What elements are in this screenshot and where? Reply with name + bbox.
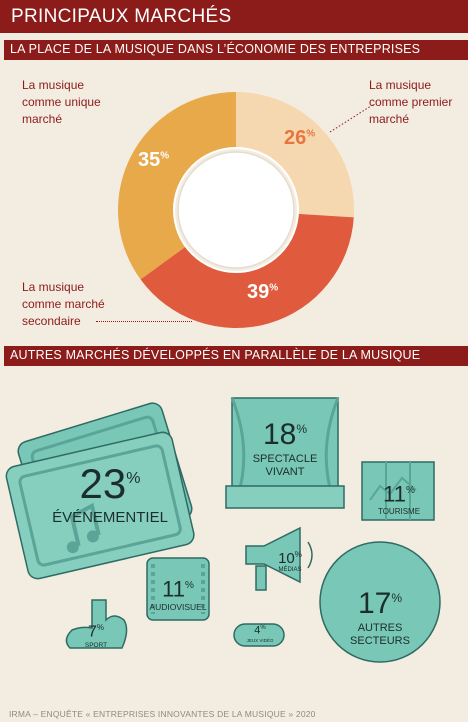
footer-source: IRMA – ENQUÊTE « ENTREPRISES INNOVANTES … (9, 709, 316, 719)
slice-value-35: 35% (138, 149, 170, 171)
markets-icons (5, 397, 441, 663)
market-sport: 7% SPORT (84, 623, 108, 650)
megaphone-icon (245, 526, 313, 591)
slice-label-unique: La musique comme unique marché (22, 78, 101, 126)
donut-chart (118, 92, 354, 328)
market-tourisme: 11% TOURISME (377, 481, 421, 517)
section-title-bar: LA PLACE DE LA MUSIQUE DANS L’ÉCONOMIE D… (4, 40, 468, 60)
section-title-2: AUTRES MARCHÉS DÉVELOPPÉS EN PARALLÈLE D… (10, 348, 421, 362)
slice-label-secondaire: La musique comme marché secondaire (22, 280, 105, 328)
market-spectacle: 18% SPECTACLE VIVANT (252, 418, 318, 479)
section-title-bar-2: AUTRES MARCHÉS DÉVELOPPÉS EN PARALLÈLE D… (4, 346, 468, 366)
slice-value-26: 26% (284, 127, 316, 149)
leader-line-premier (329, 103, 375, 133)
donut-inner-ring-line (173, 147, 299, 273)
market-medias: 10% MÉDIAS (278, 550, 302, 573)
slice-value-39: 39% (247, 281, 279, 303)
donut-slice-2 (118, 92, 236, 280)
stage-icon (225, 397, 345, 509)
page-title: PRINCIPAUX MARCHÉS (11, 6, 232, 27)
market-jeux-video: 4% JEUX VIDÉO (246, 624, 274, 643)
market-autres: 17% AUTRES SECTEURS (350, 587, 410, 648)
donut-slice-1 (140, 213, 354, 328)
donut-slice-0 (236, 92, 354, 218)
film-icon (146, 557, 210, 621)
map-icon (361, 461, 435, 521)
market-audiovisuel: 11% AUDIOVISUEL (149, 576, 207, 613)
leader-line-secondaire (96, 321, 192, 322)
section-title: LA PLACE DE LA MUSIQUE DANS L’ÉCONOMIE D… (10, 42, 421, 56)
slice-label-premier: La musique comme premier marché (369, 78, 453, 126)
market-evenementiel: 23% ÉVÉNEMENTIEL (52, 460, 168, 527)
ticket-icon (5, 402, 195, 580)
donut-inner-ring (177, 151, 295, 269)
circle-icon (319, 541, 441, 663)
page-header: PRINCIPAUX MARCHÉS (0, 0, 468, 33)
gamepad-icon (233, 623, 285, 647)
muscle-arm-icon (65, 599, 128, 649)
